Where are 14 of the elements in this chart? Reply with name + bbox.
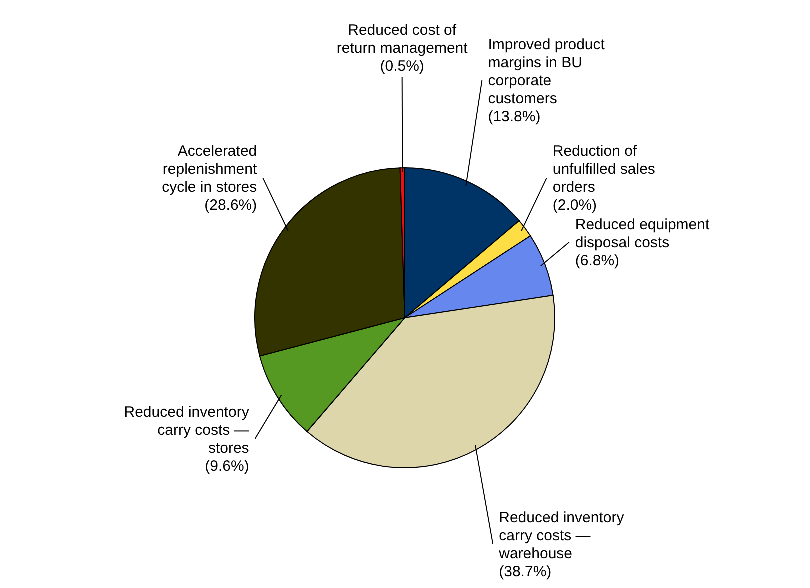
data-label: (28.6%) bbox=[204, 197, 258, 214]
slice-label: Accelerated replenishment cycle in stores bbox=[162, 143, 258, 196]
slice-label: Reduced inventory carry costs — warehouse bbox=[498, 509, 625, 562]
slice-label: Reduced inventory carry costs — stores bbox=[124, 404, 250, 457]
slice-label: Improved product margins in BU corporate customers bbox=[488, 36, 606, 108]
data-label: (0.5%) bbox=[380, 58, 424, 76]
slice-label: Reduction of unfulfilled sales orders bbox=[552, 143, 656, 196]
data-label: (38.7%) bbox=[499, 563, 552, 580]
data-label: (6.8%) bbox=[575, 252, 620, 270]
data-label: (2.0%) bbox=[552, 197, 598, 214]
data-label: (9.6%) bbox=[205, 458, 250, 475]
slice-label: Reduced equipment disposal costs bbox=[575, 216, 710, 252]
slice-label: Reduced cost of return management bbox=[336, 22, 469, 58]
data-label: (13.8%) bbox=[488, 108, 541, 126]
